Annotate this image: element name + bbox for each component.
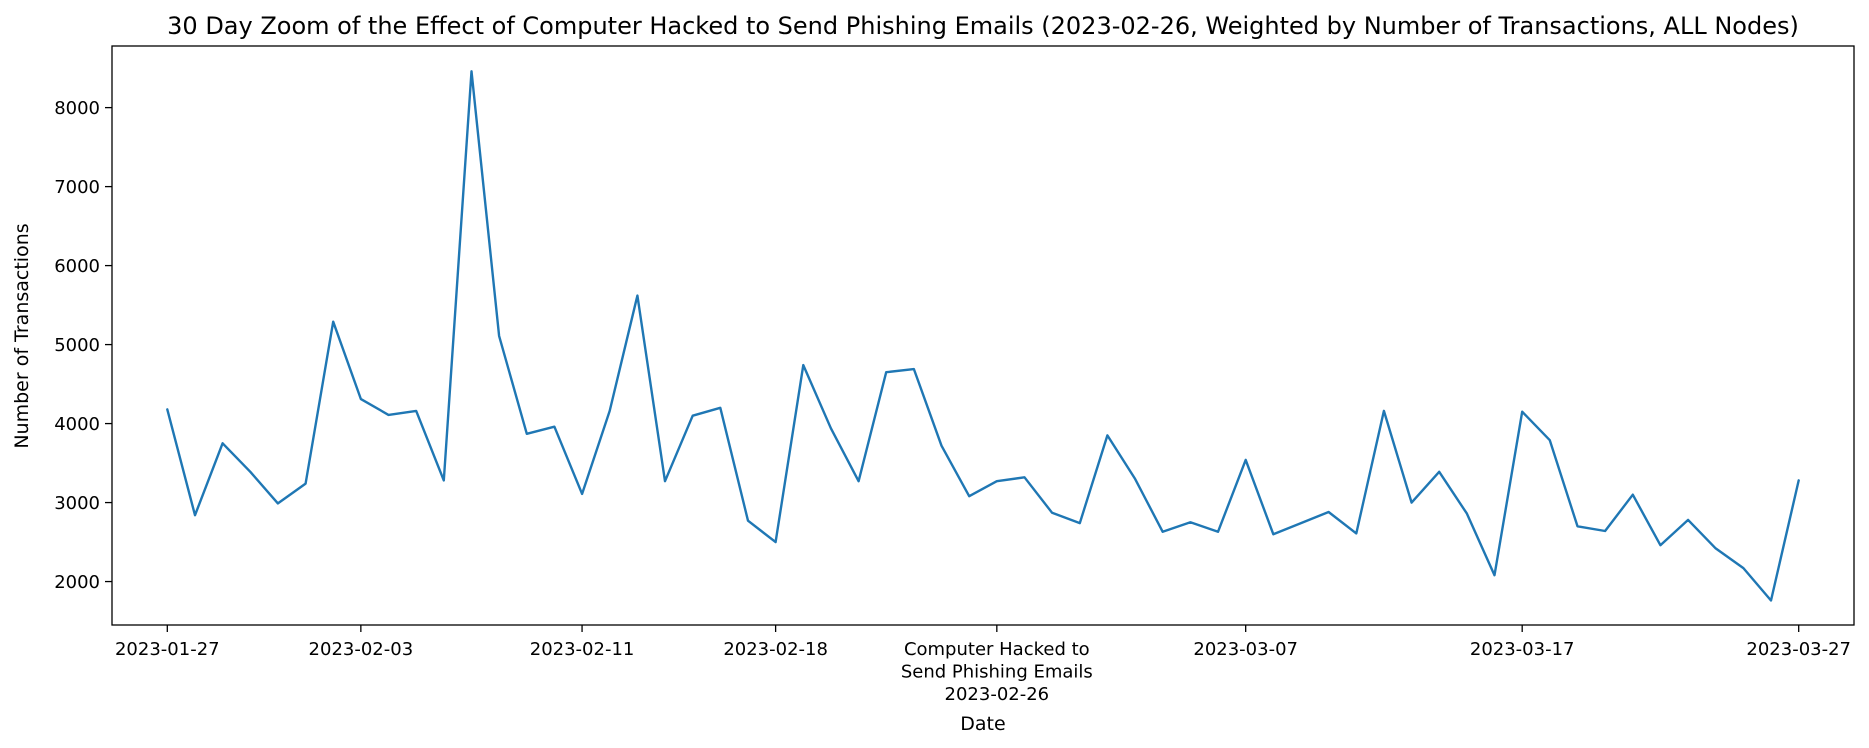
y-tick-label: 8000	[54, 98, 100, 119]
series-line	[166, 70, 1800, 602]
x-tick-label: 2023-02-18	[723, 639, 828, 660]
x-tick-label: 2023-02-11	[530, 639, 635, 660]
x-tick-label: 2023-03-17	[1470, 639, 1575, 660]
y-tick-label: 7000	[54, 177, 100, 198]
plot-area-frame	[111, 45, 1855, 626]
y-tick-label: 6000	[54, 256, 100, 277]
y-tick-label: 5000	[54, 335, 100, 356]
chart-title: 30 Day Zoom of the Effect of Computer Ha…	[167, 12, 1799, 40]
y-tick-label: 3000	[54, 493, 100, 514]
y-tick-label: 2000	[54, 572, 100, 593]
x-tick-label: 2023-02-03	[309, 639, 414, 660]
x-tick-label: Computer Hacked to Send Phishing Emails 20…	[901, 639, 1093, 705]
y-axis-label: Number of Transactions	[11, 223, 33, 448]
x-tick-label: 2023-03-07	[1193, 639, 1298, 660]
x-axis-label: Date	[960, 713, 1005, 735]
y-tick-label: 4000	[54, 414, 100, 435]
x-tick-label: 2023-03-27	[1746, 639, 1851, 660]
x-tick-label: 2023-01-27	[115, 639, 220, 660]
x-axis: 2023-01-27 2023-02-03 2023-02-11 2023-02-18…	[115, 625, 1851, 705]
y-axis: 2000 3000 4000 5000 6000 7000 8000	[54, 98, 112, 593]
data-points	[165, 69, 1800, 602]
